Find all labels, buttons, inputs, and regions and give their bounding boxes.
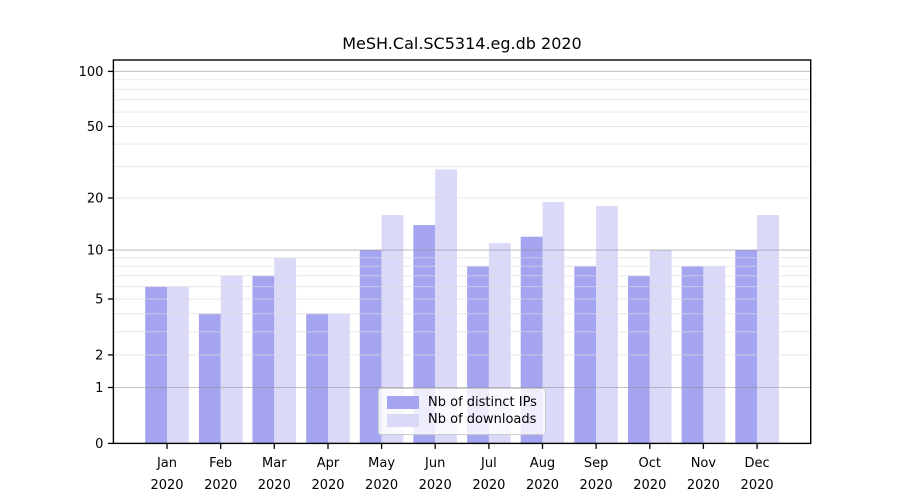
legend: Nb of distinct IPs Nb of downloads	[378, 388, 546, 435]
gridlines-layer	[113, 70, 811, 389]
x-tick-label-year: 2020	[526, 478, 559, 493]
x-tick-label-month: Oct	[639, 456, 661, 471]
distinct-ips-swatch-icon	[387, 396, 419, 410]
bar-jan-downloads	[167, 286, 189, 444]
x-tick-label-year: 2020	[633, 478, 666, 493]
y-tick-label: 0	[95, 437, 103, 452]
legend-label-distinct-ips: Nb of distinct IPs	[428, 394, 537, 410]
x-tick-label-month: Jun	[424, 456, 445, 471]
x-tick-label-month: Sep	[584, 456, 609, 471]
x-tick-label-year: 2020	[580, 478, 613, 493]
bar-sep-downloads	[596, 206, 618, 444]
bar-dec-distinct-ips	[735, 250, 758, 444]
x-tick-label-year: 2020	[150, 478, 183, 493]
downloads-swatch-icon	[387, 413, 419, 427]
x-tick-label-month: Mar	[262, 456, 287, 471]
x-tick-label-year: 2020	[741, 478, 774, 493]
bar-may-downloads	[381, 215, 404, 444]
x-tick-label-year: 2020	[365, 478, 398, 493]
x-tick-label-year: 2020	[472, 478, 505, 493]
bar-apr-distinct-ips	[306, 313, 328, 444]
x-tick-label-month: Jul	[480, 456, 497, 471]
bar-oct-distinct-ips	[628, 275, 650, 444]
bar-feb-downloads	[220, 275, 243, 444]
chart-title: MeSH.Cal.SC5314.eg.db 2020	[342, 34, 581, 53]
legend-item-downloads: Nb of downloads	[387, 412, 536, 428]
x-tick-label-month: Dec	[745, 456, 770, 471]
x-tick-label-year: 2020	[258, 478, 291, 493]
y-tick-label: 5	[95, 293, 103, 308]
x-tick-label-month: Jan	[156, 456, 177, 471]
x-tick-label-month: Apr	[317, 456, 340, 471]
x-tick-label-year: 2020	[204, 478, 237, 493]
x-tick-label-month: Nov	[691, 456, 717, 471]
y-tick-label: 100	[79, 65, 104, 80]
y-tick-label: 20	[87, 192, 104, 207]
x-tick-label-year: 2020	[311, 478, 344, 493]
y-tick-label: 10	[87, 244, 104, 259]
bar-feb-distinct-ips	[198, 313, 221, 444]
plot-border	[112, 59, 812, 445]
x-tick-label-year: 2020	[687, 478, 720, 493]
x-tick-label-month: May	[368, 456, 395, 471]
y-tick-label: 2	[95, 348, 103, 363]
legend-item-distinct-ips: Nb of distinct IPs	[387, 394, 537, 411]
bar-aug-downloads	[542, 201, 565, 444]
x-tick-label-month: Feb	[209, 456, 232, 471]
bar-apr-downloads	[328, 313, 350, 444]
bar-mar-downloads	[274, 257, 297, 444]
bar-oct-downloads	[649, 250, 672, 444]
bar-may-distinct-ips	[359, 250, 382, 444]
bar-jan-distinct-ips	[145, 286, 167, 444]
bar-mar-distinct-ips	[252, 275, 275, 444]
bar-jun-downloads	[435, 169, 457, 444]
bar-dec-downloads	[757, 215, 779, 444]
legend-label-downloads: Nb of downloads	[428, 412, 537, 428]
y-tick-label: 1	[95, 381, 103, 396]
y-tick-label: 50	[87, 120, 104, 135]
axes-layer: 0 1 2 5 10 20 50 100 Jan 2020 Feb 2020 Mar 2020 Apr 202…	[79, 59, 812, 493]
x-tick-label-year: 2020	[419, 478, 452, 493]
x-tick-label-month: Aug	[530, 456, 555, 471]
